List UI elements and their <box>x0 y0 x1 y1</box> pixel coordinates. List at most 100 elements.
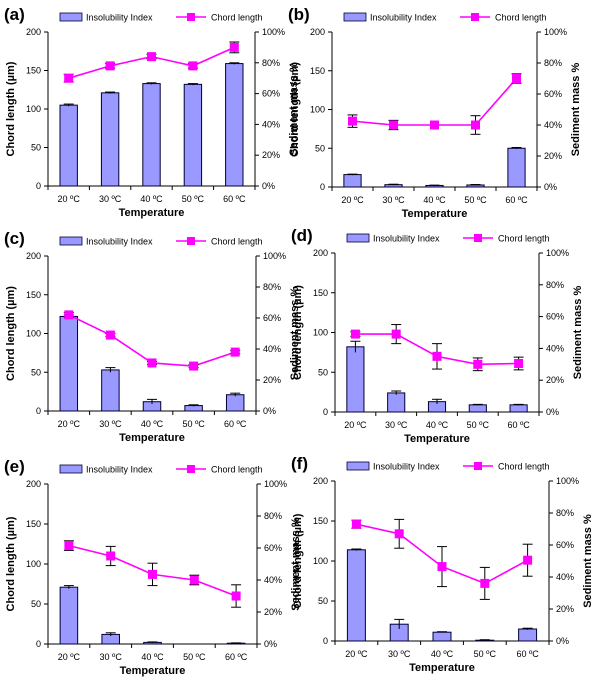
legend-line-marker <box>471 13 479 21</box>
legend-bar-swatch <box>59 12 83 22</box>
right-tick-label: 40% <box>556 572 574 582</box>
left-axis-title: Chord length (µm) <box>292 513 304 608</box>
left-tick-label: 150 <box>26 66 41 76</box>
chord-length-point <box>389 120 398 130</box>
chord-length-point <box>480 578 490 588</box>
chord-length-point <box>473 359 483 369</box>
x-tick-label: 20 ºC <box>58 194 81 204</box>
left-axis-title: Chord length (µm) <box>292 285 304 380</box>
bar <box>468 404 487 413</box>
panel-label: (a) <box>4 5 25 24</box>
left-axis-title: Chord length (µm) <box>5 516 17 611</box>
chord-length-point <box>105 330 115 340</box>
right-tick-label: 20% <box>262 150 280 160</box>
x-tick-label: 20 ºC <box>341 195 364 205</box>
right-tick-label: 80% <box>544 58 562 68</box>
chord-length-point <box>229 42 239 52</box>
right-axis-title: Sediment mass % <box>582 514 594 608</box>
left-tick-label: 100 <box>26 104 41 114</box>
right-tick-label: 60% <box>544 89 562 99</box>
right-tick-label: 40% <box>546 343 564 353</box>
right-tick-label: 0% <box>262 181 275 191</box>
chord-length-point <box>350 329 360 339</box>
legend-line-marker <box>187 465 195 473</box>
right-tick-label: 0% <box>544 182 557 192</box>
x-tick-label: 20 ºC <box>58 419 81 429</box>
chord-length-point <box>514 359 524 369</box>
x-tick-label: 20 ºC <box>345 649 368 659</box>
x-tick-label: 20 ºC <box>344 420 367 430</box>
panel-label: (d) <box>291 226 313 245</box>
panel-label: (b) <box>288 5 310 24</box>
left-tick-label: 50 <box>31 367 41 377</box>
right-tick-label: 60% <box>262 89 280 99</box>
legend-bar-swatch <box>346 461 370 471</box>
chord-length-point <box>64 310 74 320</box>
x-tick-label: 60 ºC <box>224 419 247 429</box>
left-tick-label: 200 <box>310 27 325 37</box>
left-tick-label: 0 <box>323 407 328 417</box>
chord-length-point <box>64 73 74 83</box>
bar <box>346 346 365 413</box>
left-tick-label: 0 <box>36 639 41 649</box>
x-axis-title: Temperature <box>120 665 186 677</box>
chord-length-point <box>106 551 116 561</box>
left-tick-label: 100 <box>310 105 325 115</box>
x-tick-label: 60 ºC <box>507 420 530 430</box>
x-tick-label: 60 ºC <box>516 649 539 659</box>
right-tick-label: 40% <box>264 575 282 585</box>
legend-bar-label: Insolubility Index <box>86 465 153 475</box>
x-tick-label: 60 ºC <box>225 652 248 662</box>
right-tick-label: 100% <box>546 248 569 258</box>
chord-length-point <box>189 575 199 585</box>
chord-length-point <box>105 61 115 71</box>
chord-length-line <box>68 46 235 79</box>
bar <box>509 404 528 413</box>
right-tick-label: 0% <box>264 639 277 649</box>
right-tick-label: 20% <box>264 607 282 617</box>
chart-panel-4: (d) Insolubility Index Chord length 0 50 100 1… <box>291 226 584 445</box>
left-tick-label: 200 <box>313 248 328 258</box>
right-tick-label: 20% <box>556 604 574 614</box>
chord-length-point <box>231 591 241 601</box>
x-tick-label: 20 ºC <box>58 652 81 662</box>
bar <box>387 392 406 413</box>
legend-line-label: Chord length <box>495 13 547 23</box>
chord-length-point <box>147 358 157 368</box>
chart-panel-1: (a) Insolubility Index Chord length 0 50 100 1… <box>4 5 300 219</box>
left-tick-label: 50 <box>318 596 328 606</box>
x-tick-label: 50 ºC <box>183 652 206 662</box>
chord-length-point <box>351 519 361 529</box>
right-axis-title: Sediment mass % <box>289 287 301 381</box>
left-tick-label: 100 <box>313 328 328 338</box>
bar <box>59 104 78 187</box>
chord-length-point <box>430 120 439 130</box>
left-tick-label: 150 <box>313 516 328 526</box>
x-tick-label: 50 ºC <box>182 194 205 204</box>
x-axis-title: Temperature <box>119 432 185 444</box>
left-tick-label: 200 <box>26 479 41 489</box>
chord-length-point <box>189 361 199 371</box>
x-tick-label: 60 ºC <box>505 195 528 205</box>
left-tick-label: 200 <box>26 251 41 261</box>
left-tick-label: 50 <box>31 143 41 153</box>
bar <box>59 586 79 645</box>
right-tick-label: 60% <box>263 313 281 323</box>
panel-label: (e) <box>4 457 25 476</box>
bar <box>343 174 362 188</box>
left-tick-label: 200 <box>26 27 41 37</box>
legend-bar-label: Insolubility Index <box>373 462 440 472</box>
right-tick-label: 20% <box>263 375 281 385</box>
legend-line-marker <box>187 13 195 21</box>
bar <box>225 63 244 187</box>
right-tick-label: 100% <box>262 27 285 37</box>
legend-bar-label: Insolubility Index <box>86 13 153 23</box>
legend-bar-swatch <box>343 12 367 22</box>
left-tick-label: 50 <box>318 367 328 377</box>
legend-line-label: Chord length <box>498 234 550 244</box>
right-tick-label: 100% <box>544 27 567 37</box>
legend-bar-label: Insolubility Index <box>373 234 440 244</box>
right-tick-label: 60% <box>546 312 564 322</box>
x-axis-title: Temperature <box>119 207 185 219</box>
legend-line-label: Chord length <box>211 13 263 23</box>
